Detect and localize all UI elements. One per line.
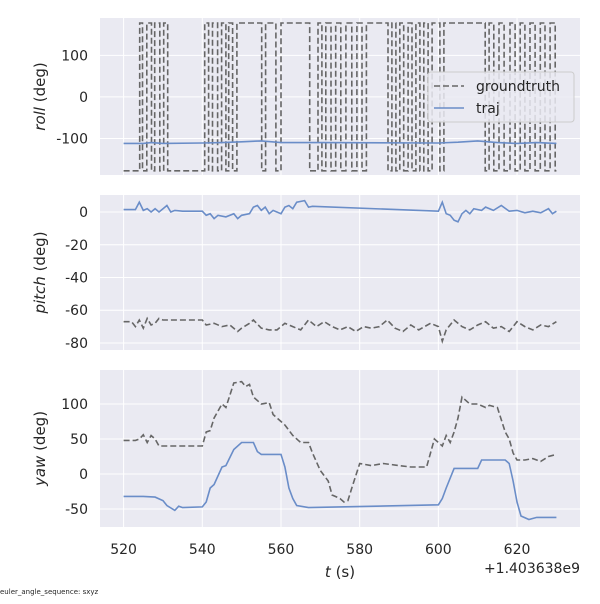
y-axis-label: pitch (deg) (31, 231, 49, 314)
x-tick-label: 580 (346, 542, 373, 558)
x-axis-label: t (s) (325, 563, 355, 581)
footer-note: euler_angle_sequence: sxyz (0, 588, 99, 596)
y-tick-label: -20 (65, 238, 88, 254)
y-tick-label: -80 (65, 336, 88, 352)
x-tick-label: 520 (110, 542, 137, 558)
plot-background (100, 370, 580, 527)
legend-box (427, 71, 575, 123)
x-tick-label: 560 (268, 542, 295, 558)
y-axis-label: yaw (deg) (31, 411, 49, 487)
y-axis-label: roll (deg) (31, 62, 49, 130)
x-axis-label-var: t (325, 563, 332, 581)
series-line-traj (123, 140, 557, 145)
y-axis-label-var: yaw (31, 455, 49, 487)
plot-background (100, 195, 580, 350)
subplot-pitch: -80 -60 -40 -20 0 pitch (deg) (31, 195, 580, 352)
legend: groundtruth traj (427, 71, 575, 123)
series-line-traj (123, 199, 557, 223)
legend-label-groundtruth: groundtruth (476, 79, 560, 95)
y-tick-label: -40 (65, 270, 88, 286)
y-axis-label-unit: (deg) (31, 411, 49, 456)
y-tick-label: 100 (61, 397, 88, 413)
x-axis-label-unit: (s) (331, 563, 355, 581)
y-axis-label-var: roll (31, 106, 49, 131)
y-tick-label: -100 (56, 131, 88, 147)
y-tick-label: -60 (65, 303, 88, 319)
series-line-traj (123, 441, 557, 521)
y-tick-label: -50 (65, 502, 88, 518)
x-tick-label: 620 (504, 542, 531, 558)
series-line-groundtruth (123, 380, 557, 503)
subplot-yaw: -50 0 50 100 yaw (deg) 520 540 560 580 600 620 t (s… (31, 370, 580, 581)
y-tick-label: 50 (70, 432, 88, 448)
y-axis-label-var: pitch (31, 276, 49, 314)
y-tick-label: 100 (61, 48, 88, 64)
series-line-groundtruth (123, 22, 557, 172)
x-offset-label: +1.403638e9 (484, 561, 580, 577)
y-tick-label: 0 (79, 205, 88, 221)
y-axis-label-unit: (deg) (31, 231, 49, 276)
y-tick-label: 0 (79, 467, 88, 483)
y-tick-label: 0 (79, 90, 88, 106)
series-line-groundtruth (123, 316, 557, 345)
y-axis-label-unit: (deg) (31, 62, 49, 107)
legend-label-traj: traj (476, 101, 500, 117)
subplot-roll: -100 0 100 roll (deg) groundtruth traj (31, 18, 580, 175)
x-tick-label: 600 (425, 542, 452, 558)
x-tick-label: 540 (189, 542, 216, 558)
